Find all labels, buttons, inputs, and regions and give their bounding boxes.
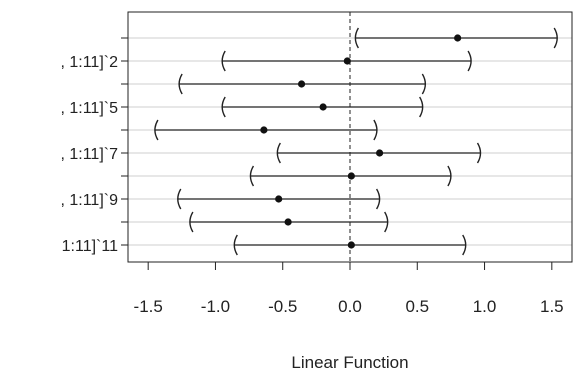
x-axis-label: Linear Function (291, 353, 408, 372)
interval-upper-cap (467, 50, 472, 72)
interval-upper-cap (476, 142, 482, 164)
x-tick-label: -1.0 (201, 297, 230, 316)
x-tick-label: -0.5 (268, 297, 297, 316)
estimate-point (319, 103, 327, 111)
interval-upper-cap (375, 188, 381, 210)
interval-row (177, 188, 381, 210)
x-tick-label: 0.5 (405, 297, 429, 316)
y-axis: , 1:11]`2 , 1:11]`5 , 1:11]`7 , 1:11]`9 1:11… (60, 37, 128, 255)
estimate-point (297, 80, 306, 88)
interval-upper-cap (421, 73, 427, 95)
interval-row (249, 165, 452, 187)
estimate-point (260, 126, 268, 134)
interval-lower-cap (276, 142, 281, 164)
interval-row (189, 211, 389, 233)
interval-upper-cap (447, 165, 452, 187)
y-tick-label: , 1:11]`7 (60, 146, 118, 163)
y-tick-label: , 1:11]`9 (60, 192, 118, 209)
y-tick-label: , 1:11]`5 (60, 100, 118, 117)
interval-lower-cap (249, 165, 255, 187)
interval-upper-cap (384, 211, 389, 233)
interval-lower-cap (221, 50, 226, 72)
estimate-point (284, 218, 292, 226)
interval-row (276, 142, 482, 164)
interval-upper-cap (462, 234, 467, 256)
interval-row (221, 50, 472, 72)
interval-row (154, 119, 378, 141)
x-axis: -1.5 -1.0 -0.5 0.0 0.5 1.0 1.5 (134, 262, 564, 316)
estimate-point (376, 149, 384, 157)
estimate-point (275, 195, 283, 203)
estimate-point (454, 34, 462, 42)
estimate-point (347, 241, 355, 249)
interval-lower-cap (221, 96, 226, 118)
interval-lower-cap (354, 27, 359, 49)
estimate-point (347, 172, 355, 180)
interval-lower-cap (233, 234, 238, 256)
interval-row (233, 234, 467, 256)
interval-row (221, 96, 424, 118)
plot-background (128, 12, 572, 262)
y-tick-label: 1:11]`11 (62, 238, 118, 255)
x-tick-label: 1.0 (473, 297, 497, 316)
interval-lower-cap (178, 73, 183, 95)
x-tick-label: 0.0 (338, 297, 362, 316)
interval-upper-cap (373, 119, 378, 141)
interval-row (354, 27, 558, 49)
interval-lower-cap (154, 119, 159, 141)
interval-lower-cap (189, 211, 194, 233)
x-tick-label: -1.5 (134, 297, 163, 316)
estimate-point (343, 57, 351, 65)
interval-upper-cap (419, 96, 424, 118)
interval-upper-cap (553, 27, 558, 49)
y-tick-label: , 1:11]`2 (60, 54, 118, 71)
interval-row (178, 73, 427, 95)
x-tick-label: 1.5 (540, 297, 564, 316)
intervals (154, 27, 558, 256)
interval-lower-cap (177, 188, 182, 210)
